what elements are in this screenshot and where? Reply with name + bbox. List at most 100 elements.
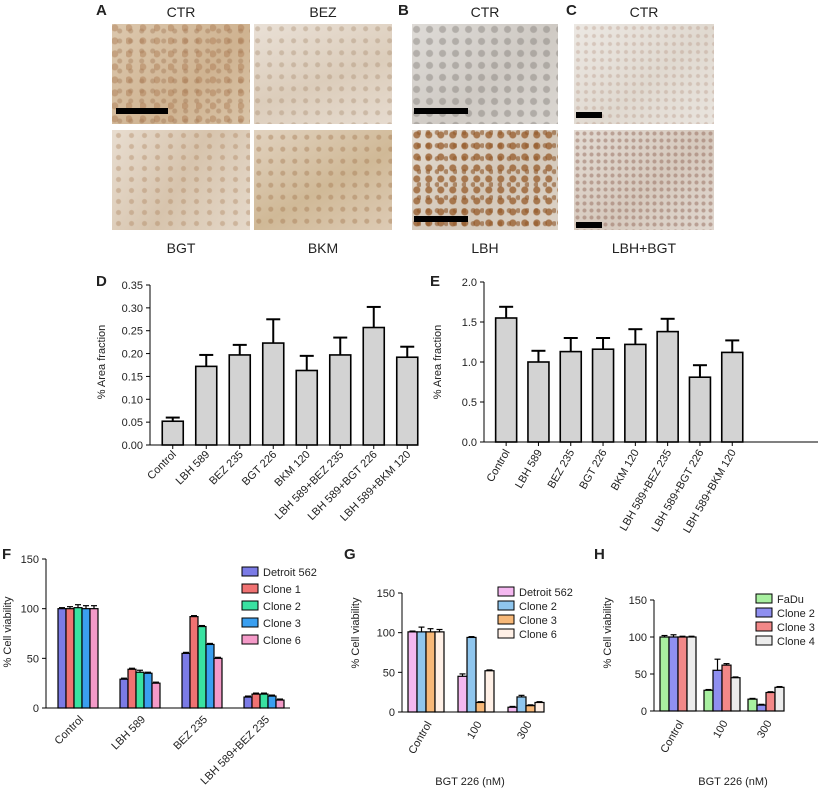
bar [73,607,83,709]
bar [228,354,252,446]
bar [135,671,145,709]
y-axis-label: % Cell viability [2,596,14,667]
y-tick-label: 0 [641,706,647,718]
panel-label-h: H [594,546,605,563]
legend-swatch [241,600,259,611]
y-tick-label: 0.35 [122,280,143,292]
x-tick-label: BEZ 235 [546,448,578,491]
scale-bar [414,216,468,222]
legend-label: Clone 3 [777,622,815,634]
bar [261,342,285,446]
legend-label: Clone 2 [263,601,301,613]
bar [747,698,758,712]
y-tick-label: 0.00 [122,440,143,452]
chart-e: % Area fraction 0.0 0.5 1.0 1.5 2.0 Control LB… [432,277,818,535]
y-tick-label: 0.15 [122,371,143,383]
legend-swatch [755,607,773,618]
legend-swatch [497,628,515,639]
x-tick-label: Control [485,448,513,485]
legend-label: Clone 3 [263,618,301,630]
micrograph-a-ctr [112,24,250,124]
bar [591,348,615,443]
bar [197,625,207,709]
micrograph-b-ctr [412,24,558,124]
legend-swatch [241,617,259,628]
panel-label-e: E [430,273,441,290]
x-tick-label: 100 [711,719,731,741]
y-tick-label: 0.0 [462,437,477,449]
bar [507,706,518,713]
bar [677,636,688,712]
legend-label: Clone 2 [777,608,815,620]
bar [774,686,785,712]
y-tick-label: 1.0 [462,357,477,369]
bar [243,696,253,709]
bar [466,636,477,713]
y-tick-label: 150 [21,554,39,566]
y-tick-label: 50 [27,653,39,665]
legend-label: Clone 6 [519,629,557,641]
legend-label: Clone 4 [777,636,815,648]
bar [259,693,269,709]
caption-a-bez: BEZ [309,4,337,20]
y-tick-label: 150 [629,595,647,607]
bar [416,631,427,713]
y-tick-label: 0.25 [122,326,143,338]
bar [213,657,223,709]
chart-f: % Cell viability 0 50 100 150 Control LBH 589… [2,554,317,788]
bar [127,668,137,709]
bar [765,691,776,712]
y-tick-label: 0.20 [122,349,143,361]
x-tick-label: BGT 226 [577,448,609,492]
caption-a-ctr: CTR [166,4,196,20]
caption-a-bgt: BGT [166,240,196,256]
x-axis-label: BGT 226 (nM) [435,776,505,788]
bar [81,608,91,709]
bar [494,317,518,443]
bar [720,351,744,443]
legend-label: Clone 2 [519,601,557,613]
micrograph-a-bez [254,24,392,124]
x-tick-label: Control [145,449,179,483]
legend-swatch [241,566,259,577]
bar [189,616,199,709]
panel-label-a: A [96,2,107,19]
y-axis-label: % Area fraction [96,325,108,400]
bar [659,636,670,712]
bar [721,664,732,712]
chart-h: % Cell viability BGT 226 (nM) 0 50 100 150 C… [602,593,815,788]
scale-bar [414,108,468,114]
x-tick-label: BKM 120 [609,448,642,493]
bar [668,636,679,712]
legend-swatch [241,634,259,645]
y-axis-label: % Area fraction [432,325,444,400]
legend-label: Clone 1 [263,584,301,596]
bar [688,376,712,443]
y-tick-label: 0 [389,707,395,719]
x-tick-label: BEZ 235 [207,449,246,488]
bar [525,705,536,713]
micrograph-c-ctr [574,24,714,124]
y-tick-label: 0.5 [462,397,477,409]
x-tick-label: LBH 589 [109,714,148,753]
y-tick-label: 50 [635,669,647,681]
micrograph-a-bgt [112,130,250,230]
legend-label: Detroit 562 [519,587,573,599]
x-tick-label: LBH 589+BEZ 235 [199,714,273,788]
bar [295,369,319,446]
caption-c-lbhbgt: LBH+BGT [611,240,677,256]
x-tick-label: 300 [755,719,775,741]
bar [89,608,99,709]
caption-a-bkm: BKM [307,240,339,256]
bar [328,354,352,446]
bar [484,670,495,713]
bar [756,704,767,712]
scale-bar [576,112,602,118]
bar [457,675,468,713]
x-tick-label: 100 [465,720,485,742]
bar [161,420,185,446]
panel-label-b: B [398,2,409,19]
bar [686,636,697,712]
legend-swatch [755,635,773,646]
chart-d: % Area fraction 0.00 0.05 0.10 0.15 0.20 0.25… [96,280,419,524]
